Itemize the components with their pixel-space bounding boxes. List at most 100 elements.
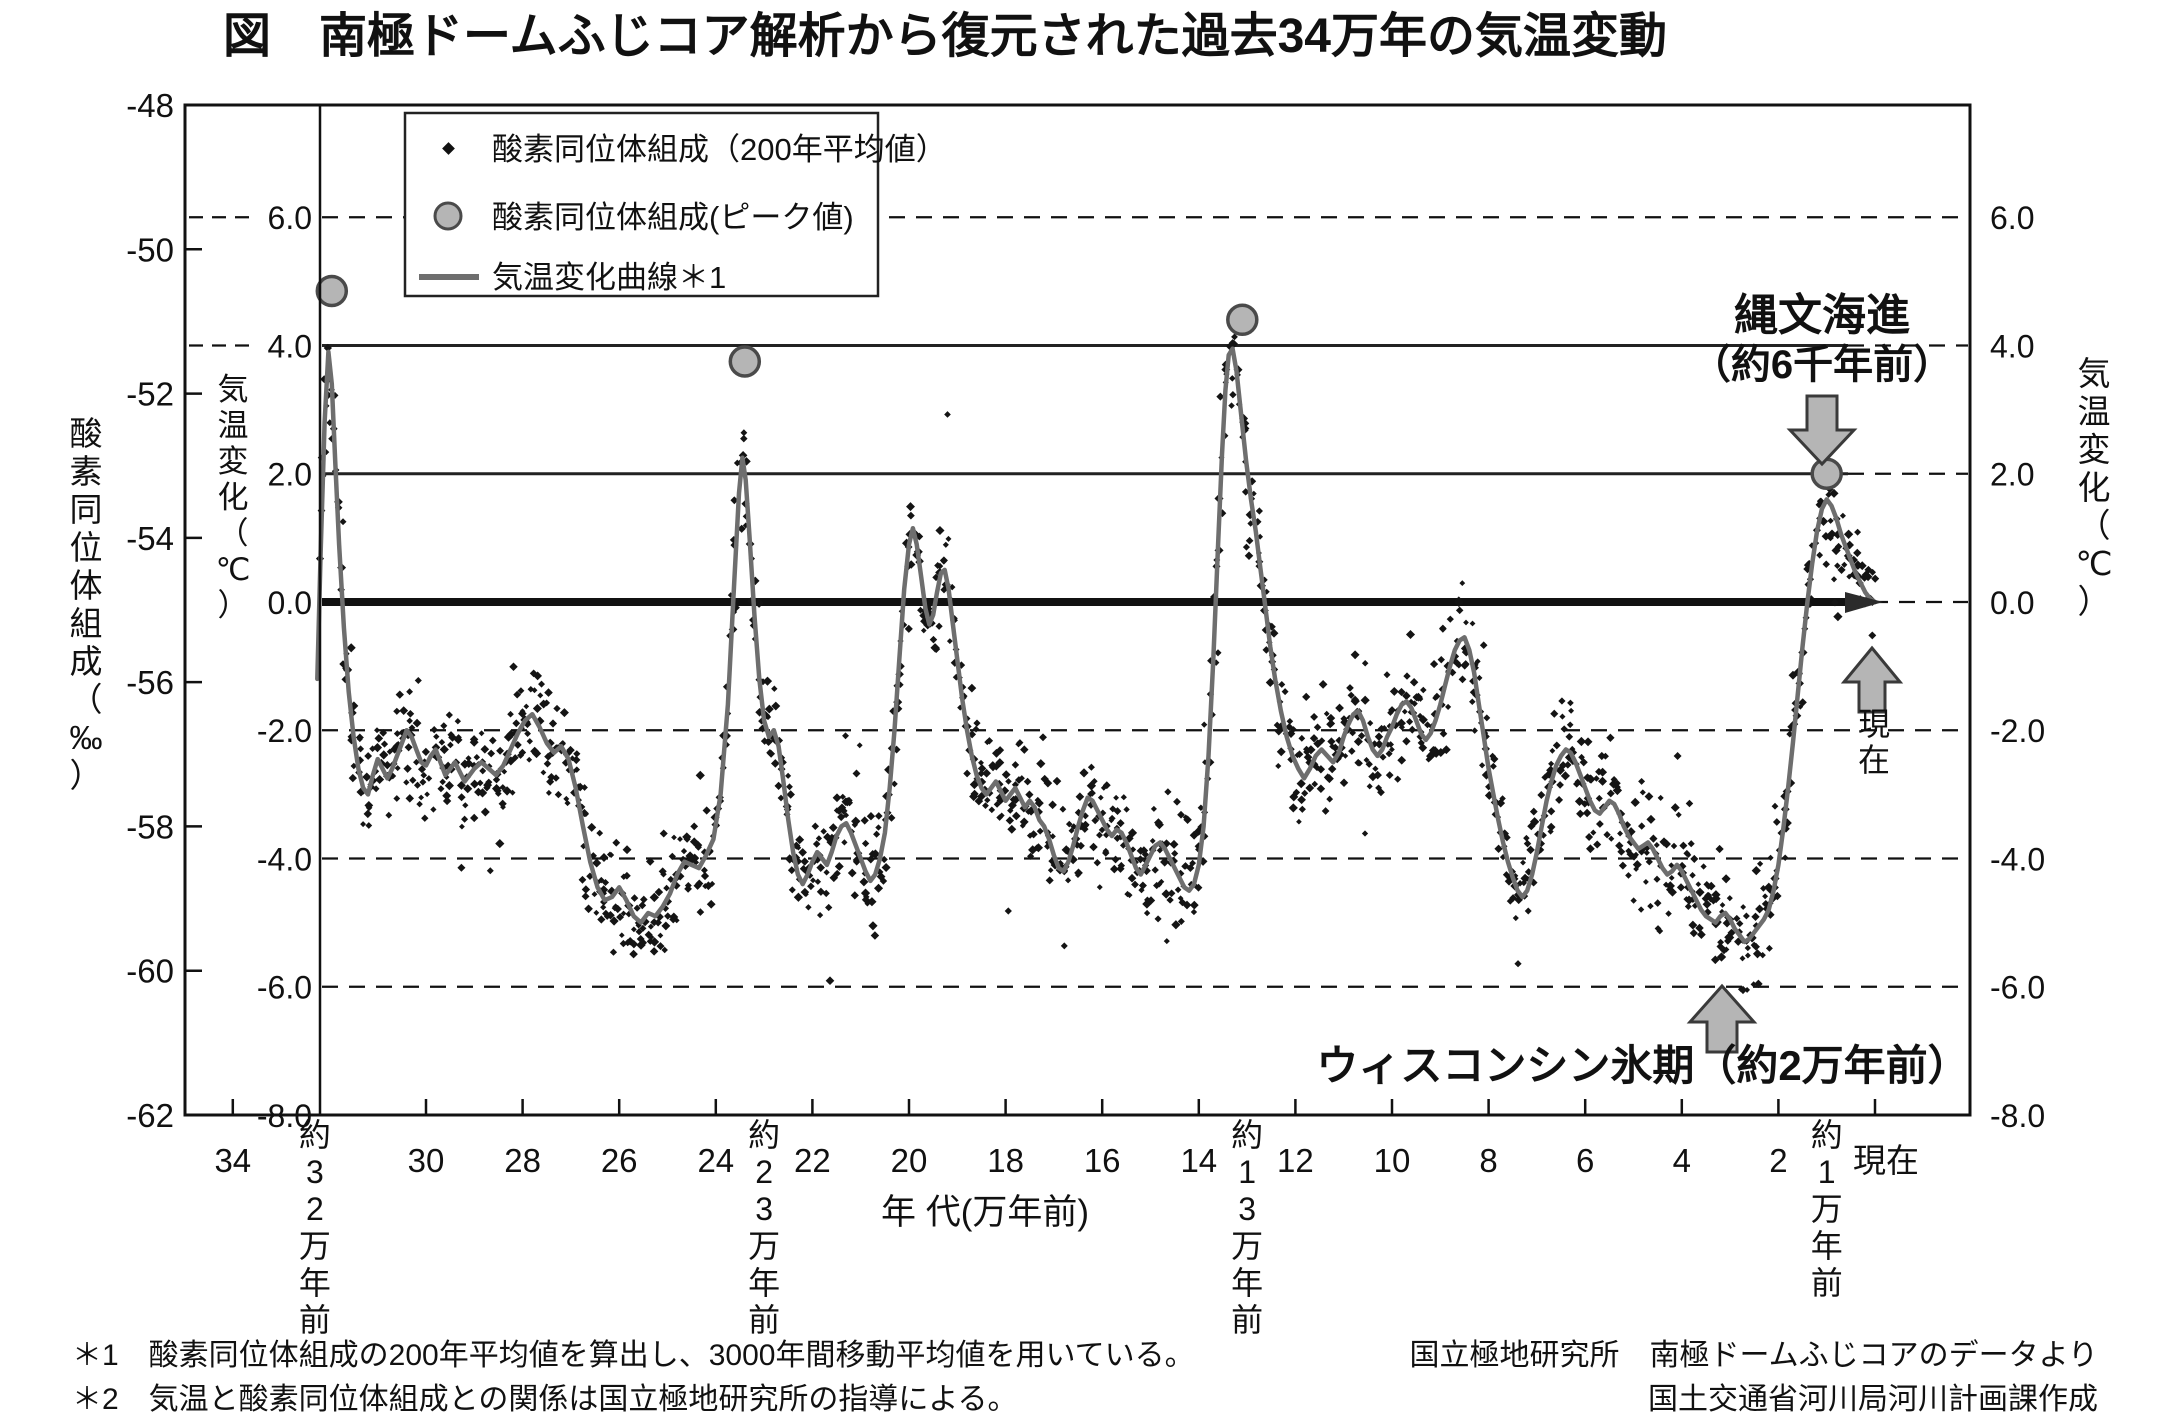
isotope-dot: [1756, 860, 1764, 867]
isotope-dot: [664, 912, 672, 920]
isotope-dot: [1326, 720, 1335, 729]
peak-value-circle: [728, 345, 762, 378]
isotope-dot: [1595, 794, 1603, 802]
isotope-dot: [1350, 650, 1360, 660]
isotope-dot: [807, 882, 815, 891]
isotope-dot: [673, 917, 680, 924]
isotope-dot: [406, 717, 413, 725]
isotope-dot: [593, 909, 600, 916]
footnote-2: ＊2 気温と酸素同位体組成との関係は国立極地研究所の指導による。: [72, 1383, 1017, 1416]
isotope-dot: [323, 343, 333, 353]
isotope-dot: [1751, 912, 1760, 921]
isotope-dot: [1310, 712, 1319, 721]
isotope-dot: [531, 687, 538, 694]
isotope-dot: [1167, 889, 1176, 898]
isotope-dot: [1301, 789, 1309, 797]
isotope-dot: [1174, 886, 1182, 894]
isotope-dot: [945, 535, 952, 542]
isotope-dot: [1156, 881, 1163, 888]
isotope-dot: [1469, 620, 1476, 627]
x-tick-label: 6: [1576, 1142, 1594, 1179]
isotope-dot: [1742, 912, 1750, 920]
isotope-dot: [1649, 834, 1658, 843]
isotope-dot: [1409, 677, 1419, 687]
isotope-dot: [1281, 688, 1289, 696]
isotope-dot: [447, 741, 454, 749]
isotope-dot: [1326, 795, 1334, 803]
isotope-dot: [1036, 759, 1046, 769]
x-axis-title: 年 代(万年前): [881, 1193, 1089, 1232]
isotope-dot: [766, 749, 774, 757]
isotope-dot: [1827, 517, 1834, 524]
isotope-dot: [1318, 680, 1328, 689]
isotope-dot: [1772, 818, 1781, 826]
isotope-dot: [624, 939, 632, 947]
isotope-dot: [1177, 810, 1185, 819]
isotope-dot: [1586, 774, 1596, 784]
x-tick-label: 28: [504, 1142, 541, 1179]
isotope-dot: [1189, 859, 1197, 867]
isotope-dot: [623, 871, 631, 880]
isotope-dot: [379, 728, 388, 737]
isotope-dot: [395, 690, 404, 699]
isotope-dot: [1564, 761, 1572, 769]
isotope-dot: [1853, 548, 1862, 558]
isotope-dot: [706, 899, 716, 909]
isotope-dot: [816, 863, 826, 872]
isotope-dot: [1091, 816, 1099, 825]
isotope-dot: [644, 930, 653, 939]
isotope-dot: [1687, 840, 1695, 848]
isotope-dot: [811, 822, 820, 830]
isotope-dot: [1353, 737, 1363, 747]
isotope-dot: [873, 830, 881, 838]
isotope-dot: [843, 812, 850, 819]
isotope-dot: [793, 892, 803, 902]
isotope-dot: [887, 814, 896, 822]
credit-2: 国土交通省河川局河川計画課作成: [1648, 1383, 2098, 1416]
x-present-label: 現在: [1853, 1142, 1919, 1179]
isotope-dot: [526, 756, 533, 763]
isotope-dot: [339, 518, 347, 526]
isotope-dot: [1365, 760, 1373, 768]
up-arrow-wisconsin-icon: [1686, 983, 1758, 1054]
isotope-dot: [584, 904, 593, 914]
isotope-dot: [1593, 840, 1602, 849]
isotope-dot: [1615, 841, 1624, 850]
isotope-dot: [1512, 914, 1519, 922]
isotope-dot: [942, 541, 949, 548]
isotope-dot: [1354, 758, 1363, 767]
isotope-dot: [1740, 904, 1747, 910]
peak-value-circle: [1226, 303, 1259, 337]
isotope-dot: [1721, 874, 1731, 884]
isotope-dot: [1439, 729, 1448, 738]
isotope-dot: [1567, 699, 1574, 707]
isotope-dot: [1514, 960, 1522, 968]
isotope-dot: [1417, 739, 1425, 747]
isotope-dot: [1617, 830, 1624, 837]
isotope-dot: [695, 879, 704, 888]
isotope-dot: [1111, 855, 1120, 864]
isotope-dot: [1463, 619, 1469, 626]
isotope-dot: [499, 784, 506, 791]
isotope-dot: [1560, 771, 1570, 781]
inner-left-tick-label: -6.0: [257, 970, 312, 1006]
isotope-dot: [1684, 903, 1692, 910]
isotope-dot: [1020, 745, 1029, 754]
isotope-dot: [1552, 741, 1561, 750]
isotope-dot: [1609, 779, 1619, 789]
isotope-dot: [1096, 884, 1103, 891]
inner-left-tick-label: 4.0: [268, 328, 312, 364]
isotope-dot: [1406, 718, 1414, 726]
isotope-dot: [988, 806, 996, 814]
isotope-dot: [820, 828, 827, 835]
isotope-dot: [1547, 807, 1556, 816]
isotope-dot: [860, 816, 869, 825]
isotope-dot: [661, 921, 671, 931]
isotope-dot: [517, 687, 525, 695]
isotope-dot: [1529, 817, 1540, 827]
isotope-dot: [612, 838, 621, 847]
isotope-dot: [875, 824, 882, 831]
isotope-dot: [1676, 883, 1686, 892]
isotope-dot: [1244, 551, 1254, 560]
isotope-dot: [492, 776, 501, 784]
